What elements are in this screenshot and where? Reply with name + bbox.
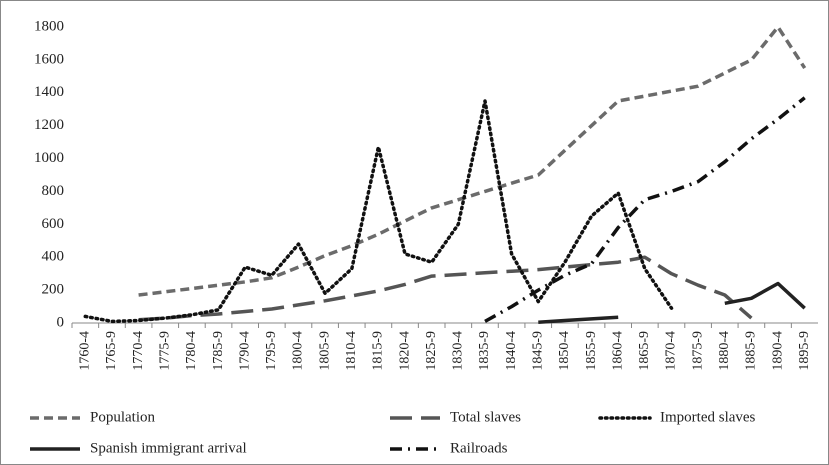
- x-tick-label: 1875-9: [690, 331, 705, 371]
- x-tick-label: 1775-9: [157, 331, 172, 371]
- y-tick-label: 1400: [34, 84, 64, 100]
- x-tick-label: 1810-4: [344, 331, 359, 371]
- y-tick-label: 600: [42, 216, 65, 232]
- x-tick-label: 1845-9: [530, 331, 545, 371]
- series-line: [138, 255, 753, 322]
- x-tick-label: 1825-9: [424, 331, 439, 371]
- x-tick-label: 1860-4: [610, 331, 625, 371]
- series-line: [484, 96, 806, 323]
- legend-label: Population: [90, 409, 156, 425]
- legend-label: Railroads: [450, 440, 508, 456]
- x-tick-label: 1890-4: [770, 331, 785, 371]
- y-tick-label: 200: [42, 282, 65, 298]
- legend-label: Spanish immigrant arrival: [90, 440, 247, 456]
- x-tick-label: 1780-4: [184, 331, 199, 371]
- y-tick-label: 1000: [34, 150, 64, 166]
- x-tick-label: 1760-4: [78, 331, 93, 371]
- x-tick-label: 1800-4: [291, 331, 306, 371]
- x-tick-label: 1765-9: [104, 331, 119, 371]
- x-tick-label: 1870-4: [664, 331, 679, 371]
- series-line: [83, 99, 674, 324]
- x-tick-label: 1815-9: [371, 331, 386, 371]
- x-tick-label: 1885-9: [744, 331, 759, 371]
- x-tick-label: 1840-4: [504, 331, 519, 371]
- x-tick-label: 1785-9: [211, 331, 226, 371]
- legend-label: Imported slaves: [660, 409, 756, 425]
- x-tick-label: 1880-4: [717, 331, 732, 371]
- y-tick-label: 1800: [34, 18, 64, 34]
- x-tick-label: 1865-9: [637, 331, 652, 371]
- x-tick-label: 1770-4: [131, 331, 146, 371]
- x-tick-label: 1820-4: [397, 331, 412, 371]
- x-tick-label: 1835-9: [477, 331, 492, 371]
- x-tick-label: 1805-9: [317, 331, 332, 371]
- y-tick-label: 1600: [34, 51, 64, 67]
- x-tick-label: 1830-4: [451, 331, 466, 371]
- series-line: [138, 25, 807, 297]
- y-tick-label: 400: [42, 249, 65, 265]
- x-tick-label: 1795-9: [264, 331, 279, 371]
- y-tick-label: 800: [42, 183, 65, 199]
- x-tick-label: 1855-9: [584, 331, 599, 371]
- x-tick-label: 1850-4: [557, 331, 572, 371]
- x-tick-label: 1895-9: [797, 331, 812, 371]
- x-tick-label: 1790-4: [237, 331, 252, 371]
- series-line: [538, 281, 806, 324]
- y-tick-label: 1200: [34, 117, 64, 133]
- y-tick-label: 0: [57, 314, 65, 330]
- legend-label: Total slaves: [450, 409, 521, 425]
